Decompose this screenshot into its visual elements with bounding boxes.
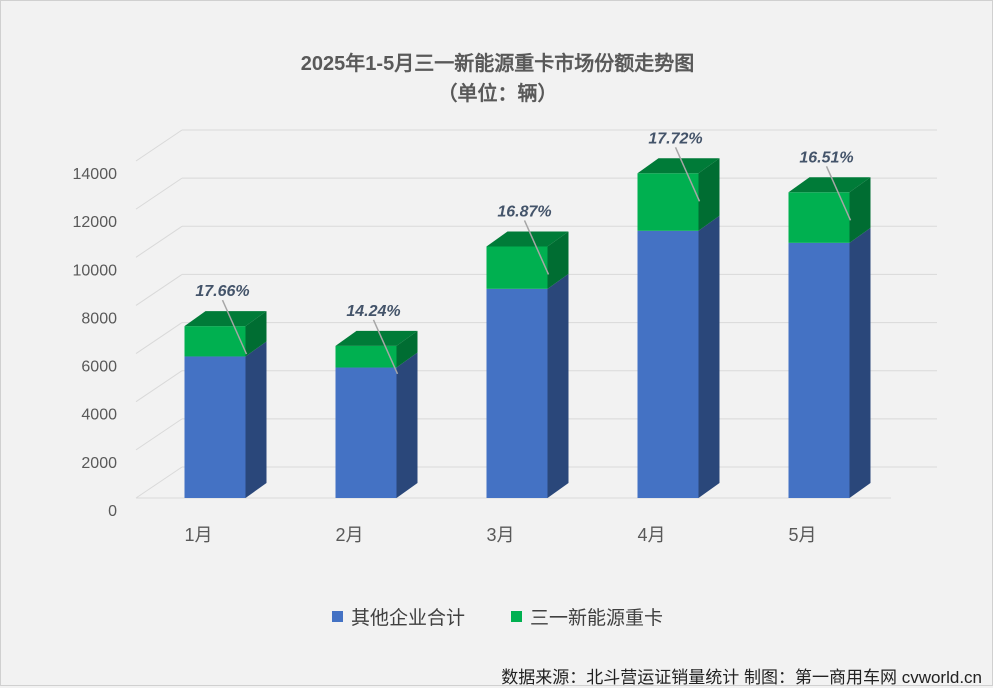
data-label-leader-1 [372,319,399,375]
bar-front-0-4 [788,242,850,498]
bar-top-1 [335,330,418,346]
gridline-depth-7 [135,129,183,162]
gridline-depth-2 [135,370,183,403]
y-tick-label-0: 0 [108,503,117,520]
bar-front-1-0 [184,326,246,357]
y-tick-label-2: 4000 [81,407,117,424]
y-tick-label-5: 10000 [73,262,118,279]
bar-top-4 [788,177,871,193]
data-label-4: 16.51% [799,149,853,166]
y-tick-label-7: 14000 [73,166,118,183]
x-tick-label-3: 4月 [637,525,665,545]
bar-front-1-4 [788,192,850,243]
y-tick-label-1: 2000 [81,455,117,472]
bar-side-0-4 [849,227,871,499]
bar-top-3 [637,158,720,174]
legend-item-sany: 三一新能源重卡 [511,603,663,630]
gridline-depth-5 [135,225,183,258]
bar-top-0 [184,311,267,327]
bar-front-1-3 [637,173,699,231]
y-tick-label-4: 8000 [81,310,117,327]
bar-side-1-1 [396,330,418,368]
legend-swatch-sany [511,611,522,622]
source-note: 数据来源：北斗营运证销量统计 制图：第一商用车网 cvworld.cn [501,668,982,687]
x-tick-label-2: 3月 [486,525,514,545]
legend-label-others: 其他企业合计 [350,608,465,629]
gridline-depth-4 [135,274,183,306]
bar-side-1-3 [698,158,720,231]
data-label-3: 17.72% [648,130,702,147]
y-tick-label-6: 12000 [73,214,118,231]
data-label-leader-2 [523,220,550,275]
x-tick-label-0: 1月 [184,525,212,545]
data-label-leader-3 [674,146,701,202]
bar-side-1-0 [245,311,267,357]
gridline-depth-6 [135,177,183,210]
bar-front-1-2 [486,246,548,289]
bar-front-1-1 [335,345,397,368]
data-label-0: 17.66% [195,283,249,300]
bar-side-1-2 [547,231,569,289]
legend-swatch-others [331,611,343,622]
data-label-leader-0 [221,299,248,355]
bar-front-0-2 [486,288,548,498]
data-label-2: 16.87% [497,203,551,220]
chart-subtitle: （单位：辆） [437,83,558,105]
legend-item-others: 其他企业合计 [331,603,465,630]
legend: 其他企业合计 三一新能源重卡 [1,603,993,630]
data-label-leader-4 [825,165,852,221]
bar-side-0-0 [245,341,267,498]
bar-front-0-1 [335,367,397,498]
bar-top-2 [486,231,569,247]
x-tick-label-4: 5月 [788,525,816,545]
bar-side-0-2 [547,273,569,498]
data-label-1: 14.24% [346,303,400,320]
chart-title: 2025年1-5月三一新能源重卡市场份额走势图 [300,53,695,75]
bar-side-0-1 [396,352,418,498]
y-tick-label-3: 6000 [81,359,117,376]
gridline-depth-1 [135,418,183,451]
bar-side-0-3 [698,215,720,499]
gridline-depth-0 [135,466,183,499]
gridline-depth-3 [135,322,183,354]
x-tick-label-1: 2月 [335,525,363,545]
legend-label-sany: 三一新能源重卡 [530,608,664,629]
bar-front-0-3 [637,230,699,499]
bar-side-1-4 [849,177,871,243]
bar-front-0-0 [184,356,246,498]
chart-plot: 0 2000 4000 6000 8000 10000 12000 14000 17.66% 1月… [73,129,937,545]
